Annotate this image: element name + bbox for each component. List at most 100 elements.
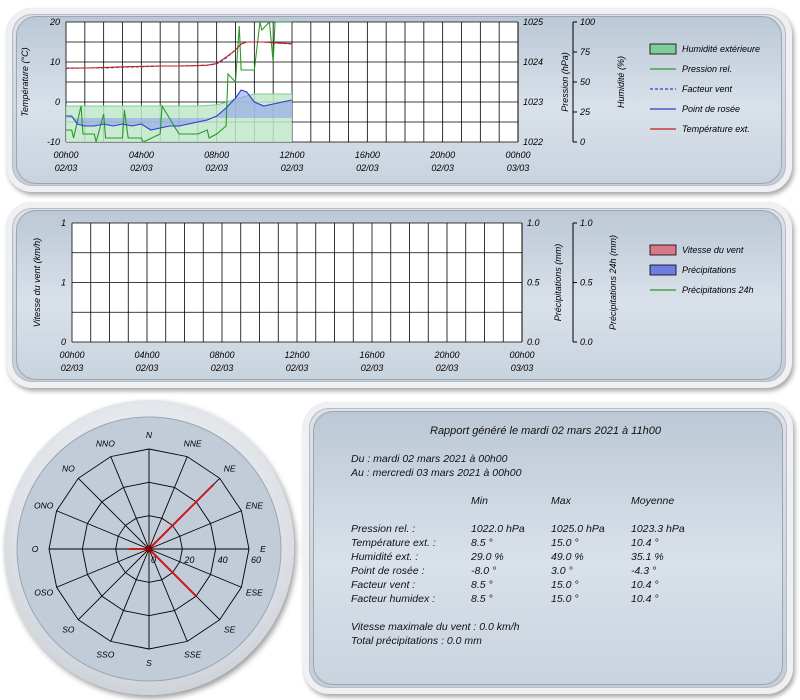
dew-point-fill	[66, 90, 292, 130]
y-tick-left: 20	[49, 17, 60, 27]
rose-direction-label: SSO	[96, 649, 114, 659]
x-tick-label: 16h00	[355, 150, 380, 160]
x-tick-date: 02/03	[436, 363, 459, 373]
row-avg: 10.4 °	[631, 537, 659, 549]
y-axis-label-right-1: Pression (hPa)	[560, 52, 570, 112]
legend-label: Facteur vent	[682, 84, 733, 94]
rose-wind-spoke	[148, 548, 197, 597]
report-inner	[313, 411, 783, 685]
rose-direction-label: SSE	[184, 649, 201, 659]
legend-label: Pression rel.	[682, 64, 732, 74]
report-to: Au : mercredi 03 mars 2021 à 00h00	[351, 467, 522, 479]
row-max: 3.0 °	[551, 565, 573, 577]
y-axis-label-left: Vitesse du vent (km/h)	[32, 238, 42, 327]
row-avg: 35.1 %	[631, 551, 664, 563]
humidity-line	[66, 93, 292, 107]
y-tick-left: 1	[61, 218, 66, 228]
y-tick-right-1: 1022	[523, 137, 543, 147]
pressure-line	[66, 20, 292, 143]
row-avg: 1023.3 hPa	[631, 523, 685, 535]
rose-wind-spoke	[148, 483, 215, 550]
rose-spoke	[148, 548, 188, 642]
rose-direction-label: SO	[62, 625, 75, 635]
row-avg: -4.3 °	[631, 565, 657, 577]
report-total-rain: Total précipitations : 0.0 mm	[351, 635, 482, 647]
y-tick-left: 0	[61, 337, 66, 347]
row-min: 1022.0 hPa	[471, 523, 525, 535]
y-tick-right-2: 100	[580, 17, 595, 27]
y-tick-right-2: 50	[580, 77, 590, 87]
y-tick-left: 1	[61, 278, 66, 288]
x-tick-date: 03/03	[507, 163, 530, 173]
legend-swatch	[649, 244, 677, 256]
row-max: 1025.0 hPa	[551, 523, 605, 535]
header-avg: Moyenne	[631, 495, 675, 507]
dew-point-line	[66, 89, 293, 131]
rose-spoke	[56, 548, 150, 588]
legend-swatch	[649, 43, 677, 55]
rose-direction-label: NE	[224, 463, 236, 473]
y-tick-right-2: 1.0	[580, 218, 593, 228]
x-tick-label: 04h00	[129, 150, 154, 160]
rose-spoke	[148, 456, 188, 550]
report-max-wind: Vitesse maximale du vent : 0.0 km/h	[351, 621, 520, 633]
y-axis-label-left: Température (°C)	[20, 47, 30, 116]
report-from: Du : mardi 02 mars 2021 à 00h00	[351, 453, 508, 465]
rose-direction-label: O	[32, 544, 39, 554]
x-tick-label: 20h00	[429, 150, 455, 160]
rose-spoke	[148, 548, 242, 588]
rose-radial-tick: 40	[218, 555, 228, 565]
row-label: Point de rosée :	[351, 565, 425, 577]
row-avg: 10.4 °	[631, 593, 659, 605]
x-tick-date: 02/03	[286, 363, 309, 373]
rose-radial-tick: 60	[251, 555, 261, 565]
rose-radial-tick: 0	[151, 555, 156, 565]
temperature-line	[66, 41, 293, 69]
rose-direction-label: E	[260, 544, 266, 554]
row-label: Facteur vent :	[351, 579, 416, 591]
y-tick-left: 10	[50, 57, 60, 67]
rose-spoke	[148, 510, 242, 550]
y-tick-right-1: 1024	[523, 57, 543, 67]
x-tick-label: 08h00	[209, 350, 234, 360]
y-axis-label-right-1: Précipitations (mm)	[553, 244, 563, 322]
report-panel	[303, 402, 793, 694]
row-min: 29.0 %	[471, 551, 504, 563]
row-min: -8.0 °	[471, 565, 497, 577]
x-tick-date: 02/03	[356, 163, 379, 173]
header-min: Min	[471, 495, 488, 507]
row-label: Humidité ext. :	[351, 551, 419, 563]
legend-swatch	[649, 264, 677, 276]
x-tick-label: 00h00	[59, 350, 84, 360]
report-title: Rapport généré le mardi 02 mars 2021 à 1…	[430, 425, 661, 437]
x-tick-label: 12h00	[284, 350, 309, 360]
row-min: 8.5 °	[471, 537, 493, 549]
rose-radial-tick: 20	[183, 555, 194, 565]
rose-direction-label: OSO	[34, 588, 53, 598]
x-tick-date: 03/03	[511, 363, 534, 373]
x-tick-date: 02/03	[205, 163, 228, 173]
y-tick-left: 0	[55, 97, 60, 107]
y-tick-right-1: 1023	[523, 97, 543, 107]
rose-direction-label: NNO	[96, 439, 115, 449]
y-axis-label-right-2: Humidité (%)	[616, 56, 626, 108]
rose-center-dot	[145, 545, 153, 553]
header-max: Max	[551, 495, 571, 507]
y-tick-right-1: 1025	[523, 17, 544, 27]
x-tick-label: 20h00	[433, 350, 459, 360]
y-tick-right-1: 0.5	[527, 278, 541, 288]
row-max: 49.0 %	[551, 551, 584, 563]
rose-direction-label: NO	[62, 463, 75, 473]
rose-spoke	[77, 548, 150, 621]
legend-label: Température ext.	[682, 124, 750, 134]
y-tick-left: -10	[47, 137, 60, 147]
row-min: 8.5 °	[471, 579, 493, 591]
rose-spoke	[110, 548, 150, 642]
x-tick-label: 08h00	[204, 150, 229, 160]
y-tick-right-2: 0.0	[580, 337, 593, 347]
x-tick-label: 12h00	[279, 150, 304, 160]
row-max: 15.0 °	[551, 593, 579, 605]
